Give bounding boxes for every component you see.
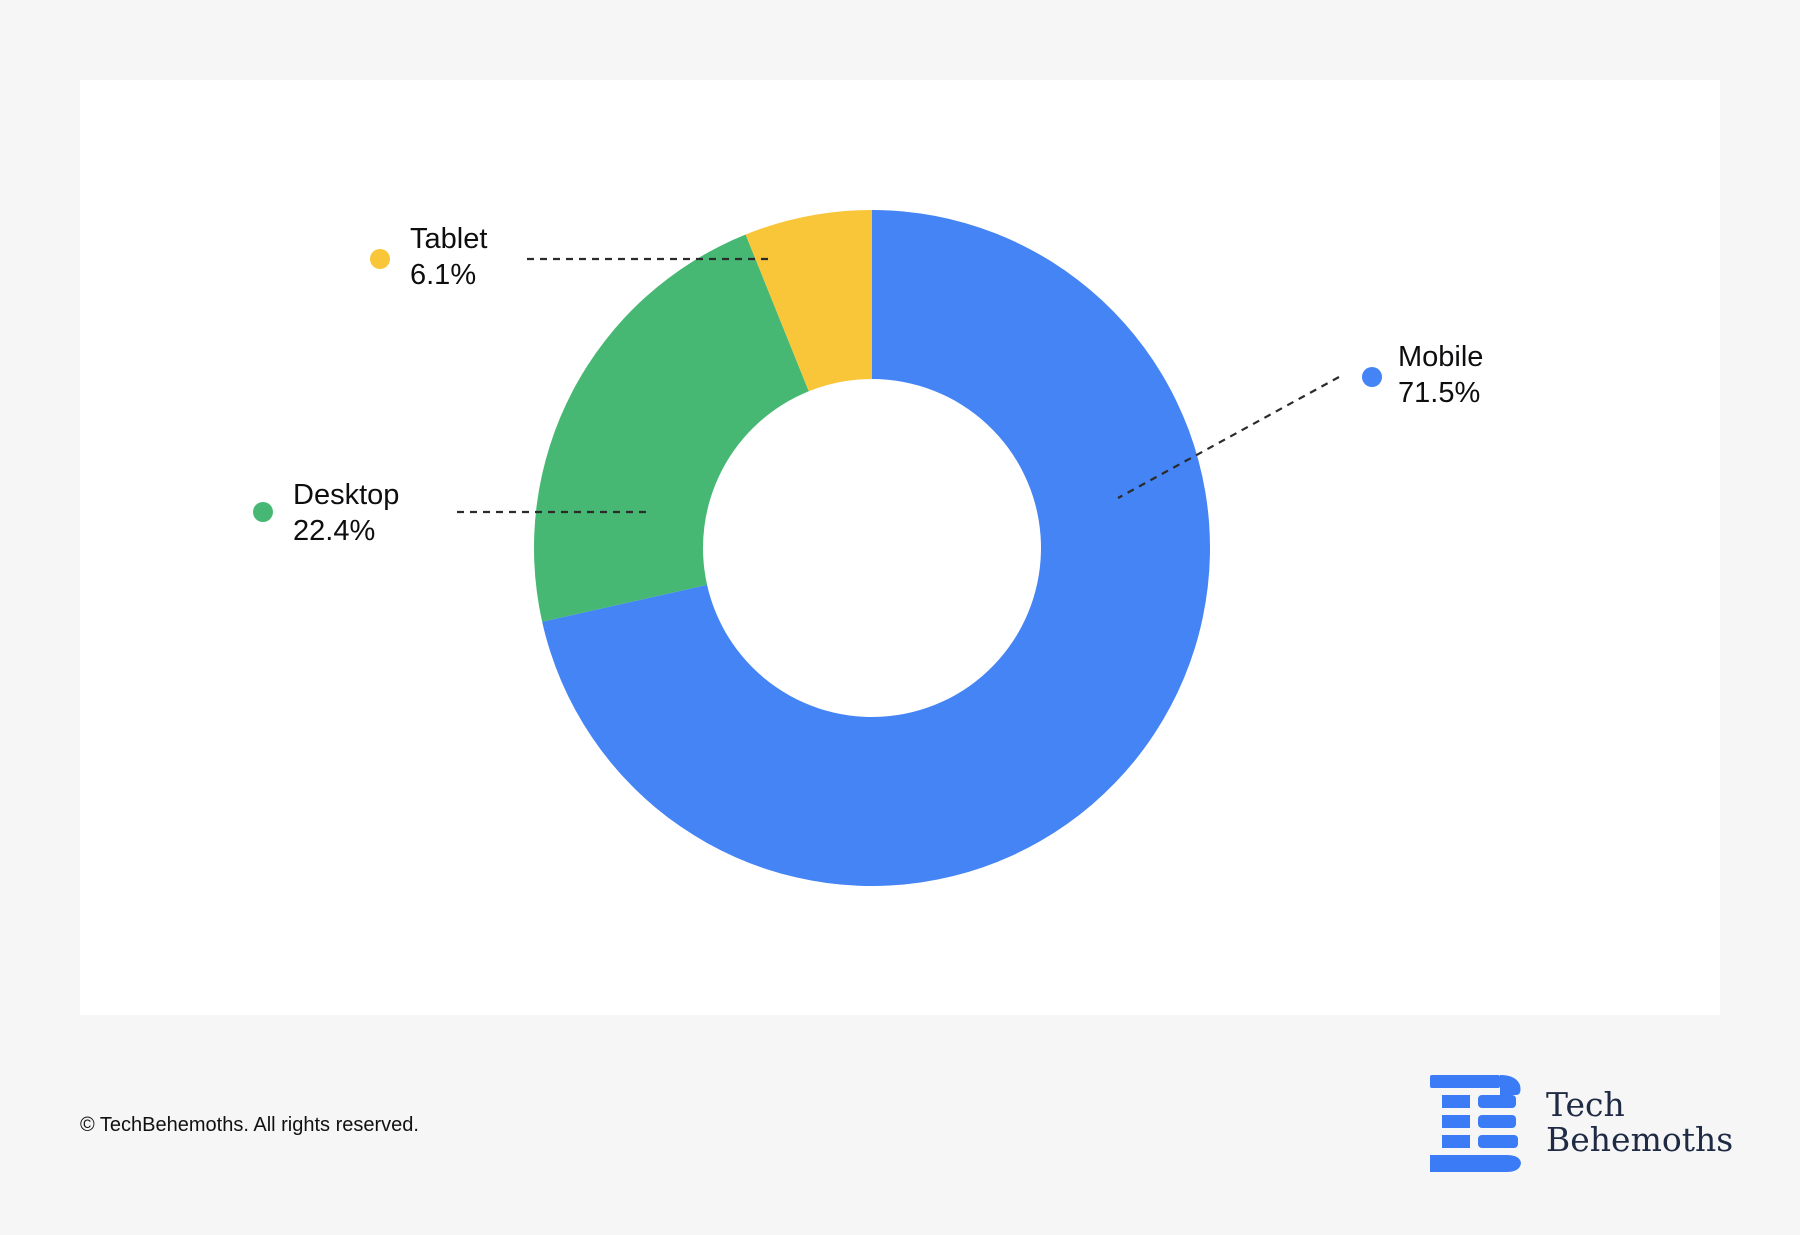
brand-logo: Tech Behemoths	[1428, 1075, 1733, 1175]
legend-label-mobile: Mobile	[1398, 341, 1483, 373]
slice-tablet	[745, 210, 872, 392]
chart-card: Mobile 71.5% Desktop 22.4% Tablet 6.1%	[80, 80, 1720, 1015]
leader-line-mobile	[1117, 376, 1340, 499]
legend-value-desktop: 22.4%	[293, 515, 375, 547]
brand-name-line1: Tech	[1546, 1085, 1625, 1124]
legend-dot-mobile	[1362, 367, 1382, 387]
legend-dot-desktop	[253, 502, 273, 522]
legend-value-tablet: 6.1%	[410, 259, 476, 291]
legend-dot-tablet	[370, 249, 390, 269]
techbehemoths-logo-icon	[1430, 1075, 1521, 1172]
copyright-text: © TechBehemoths. All rights reserved.	[80, 1114, 419, 1136]
legend-value-mobile: 71.5%	[1398, 377, 1480, 409]
slice-desktop	[534, 234, 809, 622]
donut-chart: Mobile 71.5% Desktop 22.4% Tablet 6.1%	[253, 210, 1483, 886]
legend-label-desktop: Desktop	[293, 479, 399, 511]
legend-label-tablet: Tablet	[410, 223, 487, 255]
slice-mobile	[542, 210, 1210, 886]
brand-name: Tech Behemoths	[1546, 1087, 1733, 1157]
brand-name-line2: Behemoths	[1546, 1120, 1734, 1159]
